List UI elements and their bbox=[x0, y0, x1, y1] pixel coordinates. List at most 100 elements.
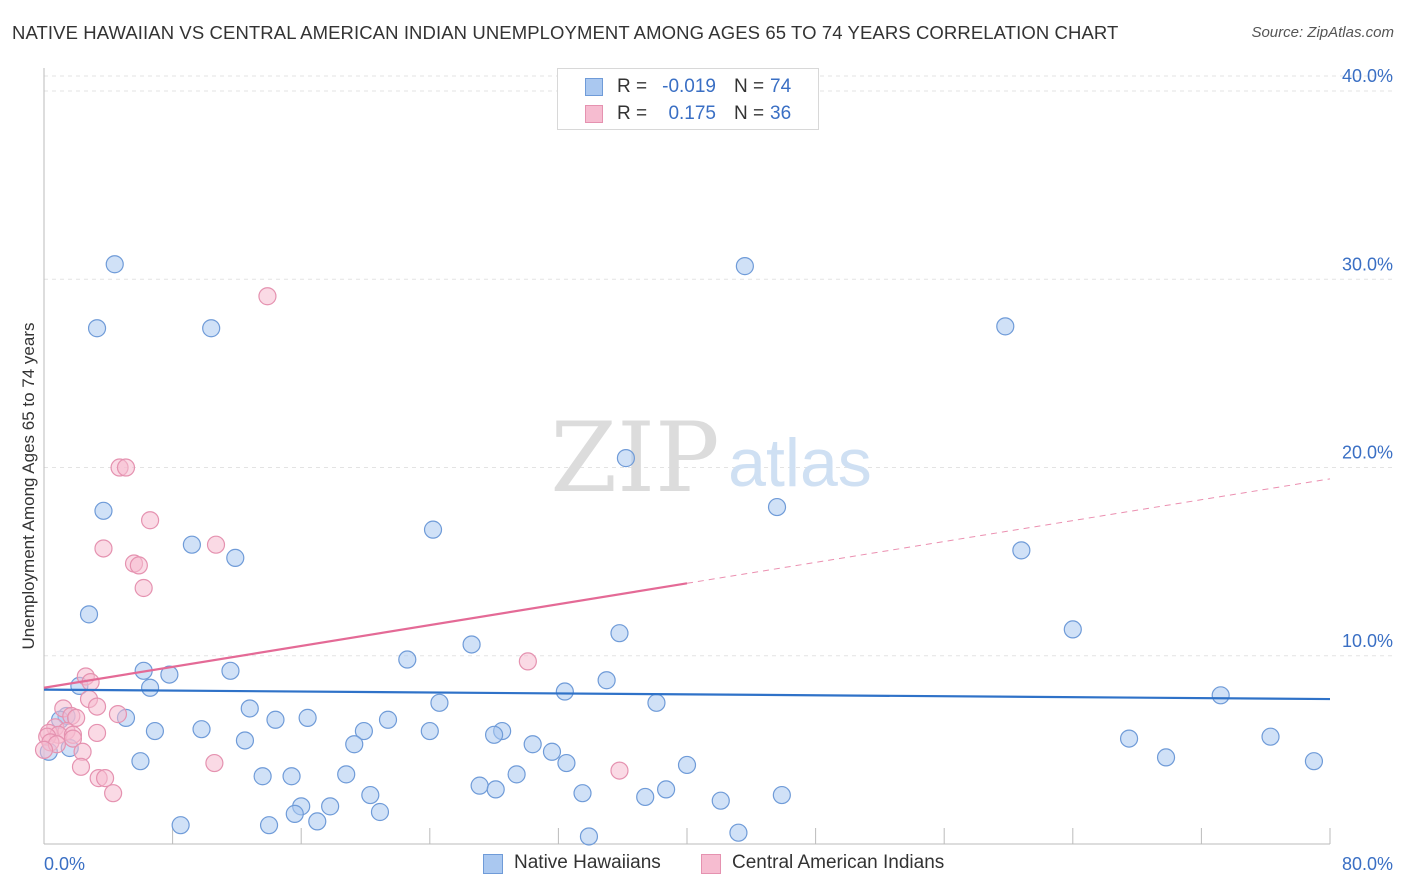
native-hawaiian-point bbox=[420, 721, 439, 741]
legend-r-label: R = bbox=[617, 103, 648, 124]
native-hawaiian-point bbox=[308, 812, 327, 831]
axis-labels: Unemployment Among Ages 65 to 74 years 1… bbox=[19, 66, 1393, 874]
central-american-indian-point bbox=[94, 539, 113, 558]
y-tick-label: 40.0% bbox=[1342, 66, 1393, 86]
native-hawaiian-point bbox=[485, 725, 504, 744]
native-hawaiian-point bbox=[523, 735, 542, 754]
native-hawaiian-point bbox=[470, 776, 489, 795]
legend-r-value: 0.175 bbox=[668, 103, 716, 124]
native-hawaiian-point bbox=[282, 767, 301, 786]
legend-r-label: R = bbox=[617, 76, 648, 97]
native-hawaiian-point bbox=[579, 827, 599, 846]
trend-line-solid bbox=[43, 582, 688, 689]
native-hawaiian-point bbox=[1119, 729, 1139, 748]
native-hawaiian-point bbox=[354, 721, 373, 741]
native-hawaiian-point bbox=[145, 721, 165, 741]
native-hawaiian-point bbox=[94, 501, 113, 520]
correlation-legend: R = -0.019 N = 74 R = 0.175 N = 36 bbox=[557, 68, 819, 130]
legend-swatch-pink bbox=[585, 105, 603, 123]
y-tick-label: 20.0% bbox=[1342, 443, 1393, 463]
native-hawaiian-point bbox=[182, 535, 201, 554]
native-hawaiian-point bbox=[996, 317, 1015, 336]
central-american-indian-point bbox=[71, 757, 91, 776]
watermark-atlas: atlas bbox=[728, 425, 872, 501]
native-hawaiian-point bbox=[79, 605, 99, 624]
legend-swatch-blue bbox=[585, 78, 603, 96]
central-american-indian-point bbox=[205, 753, 224, 773]
native-hawaiian-point bbox=[542, 742, 562, 761]
native-hawaiian-point bbox=[240, 699, 259, 718]
native-hawaiian-point bbox=[616, 449, 636, 468]
native-hawaiian-point bbox=[160, 665, 179, 684]
native-hawaiian-point bbox=[361, 785, 380, 805]
native-hawaiian-point bbox=[140, 678, 160, 697]
y-tick-label: 30.0% bbox=[1342, 254, 1393, 274]
bottom-legend-swatch-blue bbox=[483, 854, 503, 874]
native-hawaiian-point bbox=[430, 693, 449, 712]
native-hawaiian-point bbox=[226, 548, 245, 567]
central-american-indian-point bbox=[95, 769, 115, 788]
native-hawaiian-point bbox=[729, 823, 748, 842]
central-american-indian-point bbox=[87, 723, 107, 743]
central-american-indian-point bbox=[108, 705, 128, 724]
bottom-legend-label: Central American Indians bbox=[732, 852, 945, 873]
legend-n-value: 36 bbox=[770, 103, 792, 124]
legend-n-label: N = bbox=[734, 76, 765, 97]
chart-title: NATIVE HAWAIIAN VS CENTRAL AMERICAN INDI… bbox=[12, 22, 1119, 43]
central-american-indian-point bbox=[116, 458, 136, 477]
data-points bbox=[34, 255, 1324, 846]
central-american-indian-point bbox=[206, 535, 226, 554]
axes bbox=[43, 68, 1331, 845]
native-hawaiian-point bbox=[235, 731, 255, 750]
x-tick-label: 0.0% bbox=[44, 854, 85, 874]
native-hawaiian-point bbox=[105, 255, 124, 274]
bottom-legend-label: Native Hawaiians bbox=[514, 852, 661, 873]
native-hawaiian-point bbox=[772, 785, 791, 805]
trend-line-dashed bbox=[686, 478, 1331, 584]
legend-n-value: 74 bbox=[770, 76, 792, 97]
watermark: ZIP atlas bbox=[550, 402, 871, 514]
native-hawaiian-point bbox=[1304, 752, 1324, 771]
native-hawaiian-point bbox=[767, 497, 787, 517]
native-hawaiian-point bbox=[378, 710, 398, 729]
legend-n-label: N = bbox=[734, 103, 765, 124]
central-american-indian-point bbox=[258, 287, 277, 306]
native-hawaiian-point bbox=[507, 765, 526, 784]
native-hawaiian-point bbox=[253, 767, 272, 786]
native-hawaiian-point bbox=[202, 319, 221, 338]
central-american-indian-point bbox=[518, 652, 537, 671]
native-hawaiian-point bbox=[285, 804, 304, 823]
native-hawaiian-point bbox=[259, 816, 279, 835]
native-hawaiian-point bbox=[597, 671, 616, 690]
native-hawaiian-point bbox=[735, 257, 754, 276]
native-hawaiian-point bbox=[370, 802, 390, 822]
native-hawaiian-point bbox=[345, 735, 364, 754]
native-hawaiian-point bbox=[266, 710, 285, 729]
native-hawaiian-point bbox=[555, 682, 574, 701]
central-american-indian-point bbox=[73, 742, 92, 761]
grid-lines bbox=[44, 75, 1392, 657]
native-hawaiian-point bbox=[171, 816, 190, 835]
central-american-indian-point bbox=[134, 578, 153, 598]
y-axis-label: Unemployment Among Ages 65 to 74 years bbox=[19, 323, 38, 650]
native-hawaiian-point bbox=[462, 635, 481, 654]
central-american-indian-point bbox=[140, 511, 160, 530]
native-hawaiian-point bbox=[711, 791, 730, 810]
native-hawaiian-point bbox=[321, 797, 340, 816]
bottom-legend-swatch-pink bbox=[701, 854, 721, 874]
trend-lines bbox=[43, 478, 1331, 701]
native-hawaiian-point bbox=[610, 624, 629, 643]
native-hawaiian-point bbox=[337, 765, 356, 784]
native-hawaiian-point bbox=[1063, 620, 1082, 639]
legend-r-value: -0.019 bbox=[662, 76, 716, 97]
native-hawaiian-point bbox=[636, 787, 655, 807]
trend-line-solid bbox=[43, 688, 1331, 701]
native-hawaiian-point bbox=[557, 753, 576, 773]
central-american-indian-point bbox=[610, 761, 629, 780]
x-tick-label: 80.0% bbox=[1342, 854, 1393, 874]
native-hawaiian-point bbox=[1156, 748, 1176, 767]
central-american-indian-point bbox=[129, 556, 148, 575]
native-hawaiian-point bbox=[87, 319, 107, 338]
native-hawaiian-point bbox=[647, 693, 666, 712]
